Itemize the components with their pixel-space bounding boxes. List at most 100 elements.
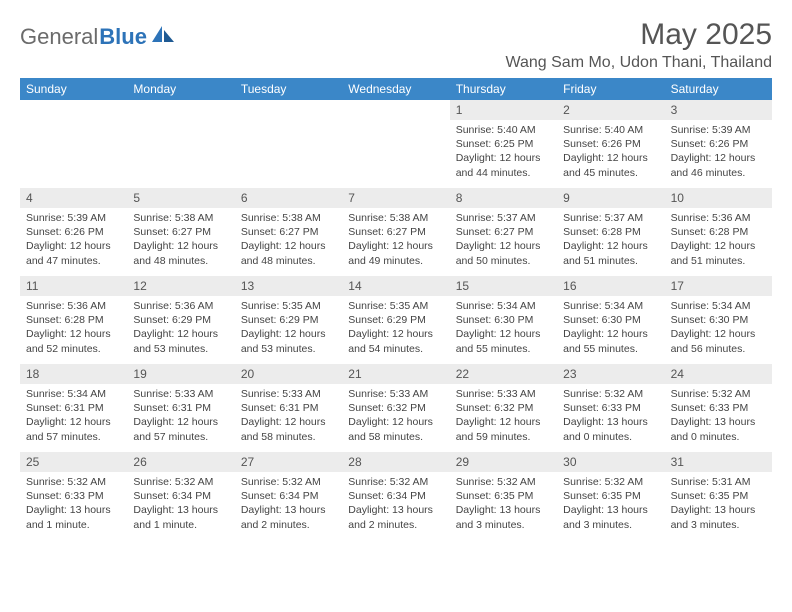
day-cell: 12Sunrise: 5:36 AMSunset: 6:29 PMDayligh…	[127, 276, 234, 364]
day-number: 23	[557, 364, 664, 384]
week-row: 1 Sunrise: 5:40 AMSunset: 6:25 PM Daylight…	[20, 100, 772, 188]
empty-cell	[342, 100, 449, 188]
daylight-text: Daylight: 12 hours and 46 minutes.	[671, 151, 766, 179]
dow-friday: Friday	[557, 78, 664, 100]
day-cell: 10Sunrise: 5:36 AMSunset: 6:28 PMDayligh…	[665, 188, 772, 276]
day-number: 12	[127, 276, 234, 296]
sunset-text: Sunset: 6:30 PM	[671, 313, 766, 327]
sunset-text: Sunset: 6:25 PM	[456, 137, 551, 151]
sunset-text: Sunset: 6:35 PM	[563, 489, 658, 503]
day-number: 5	[127, 188, 234, 208]
day-body: Sunrise: 5:39 AMSunset: 6:26 PMDaylight:…	[20, 208, 127, 272]
day-number: 22	[450, 364, 557, 384]
sunrise-text: Sunrise: 5:36 AM	[26, 299, 121, 313]
day-number: 4	[20, 188, 127, 208]
location-subtitle: Wang Sam Mo, Udon Thani, Thailand	[505, 54, 772, 72]
daylight-text: Daylight: 13 hours and 2 minutes.	[241, 503, 336, 531]
day-body: Sunrise: 5:32 AMSunset: 6:33 PMDaylight:…	[20, 472, 127, 536]
sunrise-text: Sunrise: 5:39 AM	[26, 211, 121, 225]
sunrise-text: Sunrise: 5:32 AM	[348, 475, 443, 489]
day-cell: 9Sunrise: 5:37 AMSunset: 6:28 PMDaylight…	[557, 188, 664, 276]
day-number: 28	[342, 452, 449, 472]
daylight-text: Daylight: 12 hours and 54 minutes.	[348, 327, 443, 355]
sunset-text: Sunset: 6:33 PM	[563, 401, 658, 415]
sunset-text: Sunset: 6:29 PM	[241, 313, 336, 327]
daylight-text: Daylight: 12 hours and 58 minutes.	[241, 415, 336, 443]
day-number: 17	[665, 276, 772, 296]
day-body: Sunrise: 5:40 AMSunset: 6:26 PMDaylight:…	[557, 120, 664, 184]
day-number: 31	[665, 452, 772, 472]
dow-tuesday: Tuesday	[235, 78, 342, 100]
daylight-text: Daylight: 12 hours and 49 minutes.	[348, 239, 443, 267]
daylight-text: Daylight: 12 hours and 58 minutes.	[348, 415, 443, 443]
sunset-text: Sunset: 6:27 PM	[133, 225, 228, 239]
daylight-text: Daylight: 12 hours and 55 minutes.	[456, 327, 551, 355]
day-number: 2	[557, 100, 664, 120]
sunrise-text: Sunrise: 5:32 AM	[563, 475, 658, 489]
week-row: 25Sunrise: 5:32 AMSunset: 6:33 PMDayligh…	[20, 452, 772, 540]
day-cell: 17Sunrise: 5:34 AMSunset: 6:30 PMDayligh…	[665, 276, 772, 364]
sunrise-text: Sunrise: 5:32 AM	[456, 475, 551, 489]
day-body: Sunrise: 5:34 AMSunset: 6:30 PMDaylight:…	[557, 296, 664, 360]
day-body: Sunrise: 5:34 AMSunset: 6:31 PMDaylight:…	[20, 384, 127, 448]
sunrise-text: Sunrise: 5:33 AM	[456, 387, 551, 401]
day-body: Sunrise: 5:38 AMSunset: 6:27 PMDaylight:…	[127, 208, 234, 272]
day-body: Sunrise: 5:33 AMSunset: 6:32 PMDaylight:…	[342, 384, 449, 448]
sunrise-text: Sunrise: 5:34 AM	[456, 299, 551, 313]
sunset-text: Sunset: 6:35 PM	[671, 489, 766, 503]
day-cell: 1Sunrise: 5:40 AMSunset: 6:25 PMDaylight…	[450, 100, 557, 188]
daylight-text: Daylight: 12 hours and 51 minutes.	[671, 239, 766, 267]
day-number: 20	[235, 364, 342, 384]
calendar-grid: Sunday Monday Tuesday Wednesday Thursday…	[20, 78, 772, 540]
day-number: 1	[450, 100, 557, 120]
day-cell: 31 Sunrise: 5:31 AMSunset: 6:35 PMDayligh…	[665, 452, 772, 540]
sunset-text: Sunset: 6:28 PM	[563, 225, 658, 239]
daylight-text: Daylight: 13 hours and 0 minutes.	[563, 415, 658, 443]
day-cell: 25Sunrise: 5:32 AMSunset: 6:33 PMDayligh…	[20, 452, 127, 540]
day-cell: 6Sunrise: 5:38 AMSunset: 6:27 PMDaylight…	[235, 188, 342, 276]
day-number: 6	[235, 188, 342, 208]
sunset-text: Sunset: 6:34 PM	[241, 489, 336, 503]
day-number: 15	[450, 276, 557, 296]
sunset-text: Sunset: 6:27 PM	[456, 225, 551, 239]
daylight-text: Daylight: 12 hours and 51 minutes.	[563, 239, 658, 267]
empty-cell	[235, 100, 342, 188]
sunset-text: Sunset: 6:31 PM	[241, 401, 336, 415]
sunrise-text: Sunrise: 5:33 AM	[348, 387, 443, 401]
day-cell: 4Sunrise: 5:39 AMSunset: 6:26 PMDaylight…	[20, 188, 127, 276]
day-body: Sunrise: 5:37 AMSunset: 6:27 PMDaylight:…	[450, 208, 557, 272]
daylight-text: Daylight: 12 hours and 52 minutes.	[26, 327, 121, 355]
dow-monday: Monday	[127, 78, 234, 100]
sunrise-text: Sunrise: 5:34 AM	[563, 299, 658, 313]
sunrise-text: Sunrise: 5:38 AM	[241, 211, 336, 225]
sunset-text: Sunset: 6:28 PM	[671, 225, 766, 239]
daylight-text: Daylight: 13 hours and 3 minutes.	[671, 503, 766, 531]
day-body: Sunrise: 5:38 AMSunset: 6:27 PMDaylight:…	[342, 208, 449, 272]
day-body: Sunrise: 5:36 AMSunset: 6:28 PMDaylight:…	[20, 296, 127, 360]
sunrise-text: Sunrise: 5:40 AM	[456, 123, 551, 137]
sunset-text: Sunset: 6:26 PM	[26, 225, 121, 239]
daylight-text: Daylight: 13 hours and 3 minutes.	[563, 503, 658, 531]
day-number: 9	[557, 188, 664, 208]
page-header: GeneralBlue May 2025 Wang Sam Mo, Udon T…	[20, 18, 772, 72]
day-body: Sunrise: 5:33 AMSunset: 6:31 PMDaylight:…	[235, 384, 342, 448]
daylight-text: Daylight: 13 hours and 0 minutes.	[671, 415, 766, 443]
day-number: 30	[557, 452, 664, 472]
sunset-text: Sunset: 6:26 PM	[563, 137, 658, 151]
sunset-text: Sunset: 6:31 PM	[26, 401, 121, 415]
sunset-text: Sunset: 6:34 PM	[348, 489, 443, 503]
sunrise-text: Sunrise: 5:34 AM	[671, 299, 766, 313]
sunrise-text: Sunrise: 5:31 AM	[671, 475, 766, 489]
sail-icon	[150, 24, 176, 44]
daylight-text: Daylight: 12 hours and 47 minutes.	[26, 239, 121, 267]
daylight-text: Daylight: 12 hours and 53 minutes.	[133, 327, 228, 355]
daylight-text: Daylight: 12 hours and 48 minutes.	[241, 239, 336, 267]
day-cell: 27Sunrise: 5:32 AMSunset: 6:34 PMDayligh…	[235, 452, 342, 540]
sunset-text: Sunset: 6:34 PM	[133, 489, 228, 503]
daylight-text: Daylight: 13 hours and 2 minutes.	[348, 503, 443, 531]
day-body: Sunrise: 5:32 AMSunset: 6:33 PMDaylight:…	[665, 384, 772, 448]
day-number: 14	[342, 276, 449, 296]
day-body: Sunrise: 5:35 AMSunset: 6:29 PMDaylight:…	[235, 296, 342, 360]
day-cell: 23Sunrise: 5:32 AMSunset: 6:33 PMDayligh…	[557, 364, 664, 452]
sunset-text: Sunset: 6:29 PM	[133, 313, 228, 327]
